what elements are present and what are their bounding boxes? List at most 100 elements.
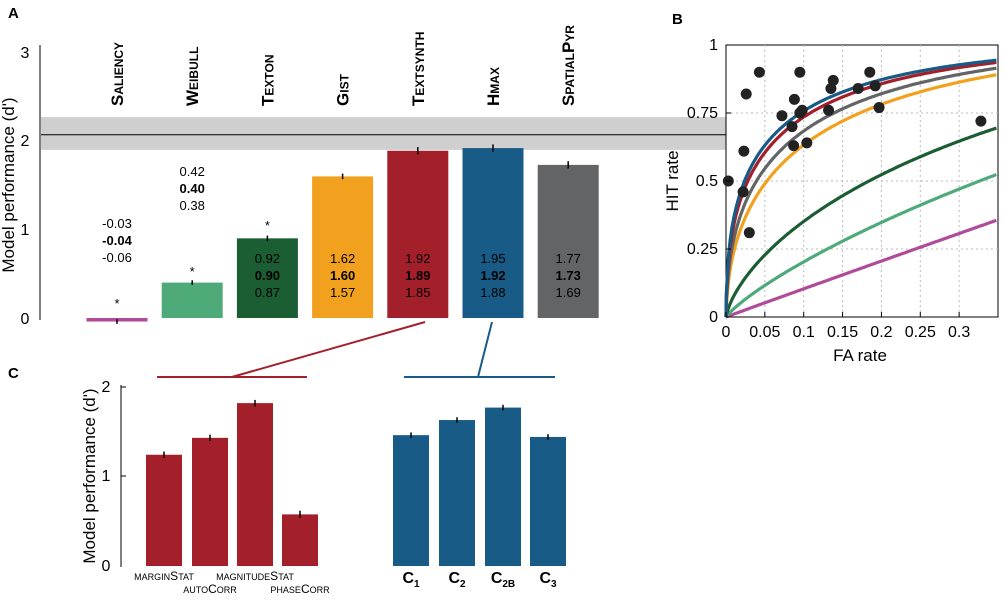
panel-a-label: A (8, 5, 19, 22)
panel-b-ytick-label: 1 (709, 37, 718, 54)
human-observer-point (796, 104, 808, 116)
human-observer-point (743, 227, 755, 239)
textsynth-connector (231, 321, 426, 378)
panel-c-bar-chart: 0 1 2 Model performance (d') MARGINSTATA… (80, 376, 566, 596)
panel-b-ytick-label: 0.25 (687, 241, 718, 258)
significance-star-texton: * (265, 218, 270, 233)
panel-b-xtick-label: 0.2 (870, 324, 892, 341)
hmax-connector (477, 321, 493, 378)
human-observer-point (975, 115, 987, 127)
annotation-mid-texton: 0.90 (255, 268, 280, 283)
annotation-above-weibull: 0.42 (180, 164, 205, 179)
roc-curve-weibull (724, 173, 997, 319)
textsynth-subbar-phasecorr (282, 514, 318, 566)
annotation-above-saliency: -0.03 (102, 216, 132, 231)
bar-texton (236, 238, 298, 318)
panel-a-ytick-1: 1 (21, 222, 30, 239)
panel-a-ytick-2: 2 (21, 133, 30, 150)
roc-curve-saliency (724, 218, 997, 319)
panel-c-ytick-1: 1 (102, 468, 111, 485)
annotation-above-spatialpyr: 1.77 (556, 251, 581, 266)
hmax-subbar-label: C1 (402, 570, 420, 590)
panel-b-xtick-label: 0.05 (749, 324, 780, 341)
panel-c-ytick-2: 2 (102, 379, 111, 396)
human-observer-point (786, 121, 798, 133)
annotation-below-texton: 0.87 (255, 285, 280, 300)
human-observer-point (801, 137, 813, 149)
human-observer-point (788, 140, 800, 152)
panel-b-xtick-label: 0.15 (827, 324, 858, 341)
model-name-texton: TEXTON (258, 54, 277, 106)
human-observer-point (873, 102, 885, 114)
panel-a-y-label: Model performance (d') (0, 97, 18, 272)
textsynth-subbar-autocorr (192, 437, 228, 566)
model-name-hmax: HMAX (484, 67, 503, 106)
roc-curve-spatialpyr (724, 66, 997, 318)
bar-gist (312, 176, 374, 318)
annotation-below-gist: 1.57 (330, 285, 355, 300)
human-observer-point (852, 83, 864, 95)
panel-c-label: C (8, 365, 19, 382)
model-name-gist: GIST (334, 73, 353, 106)
hmax-subbar-c1 (393, 435, 429, 566)
annotation-above-textsynth: 1.92 (405, 251, 430, 266)
panel-b-label: B (672, 11, 683, 28)
model-name-textsynth: TEXTSYNTH (409, 32, 428, 106)
hmax-subbar-label: C2B (491, 570, 515, 590)
annotation-mid-weibull: 0.40 (180, 181, 205, 196)
model-name-weibull: WEIBULL (183, 47, 202, 106)
human-observer-point (737, 186, 749, 198)
bar-spatialpyr (537, 164, 599, 318)
annotation-above-texton: 0.92 (255, 251, 280, 266)
annotation-below-saliency: -0.06 (102, 250, 132, 265)
hmax-subbar-label: C2 (448, 570, 466, 590)
panel-c-y-label: Model performance (d') (80, 388, 99, 563)
human-observer-point (794, 66, 806, 78)
textsynth-subbar-label: MAGNITUDESTAT (216, 569, 294, 583)
textsynth-subbar-magnitudestat (237, 403, 273, 566)
human-observer-point (788, 93, 800, 105)
human-observer-point (827, 74, 839, 86)
annotation-mid-spatialpyr: 1.73 (556, 268, 581, 283)
human-observer-point (740, 88, 752, 100)
hmax-subbar-label: C3 (539, 570, 557, 590)
panel-b-x-label: FA rate (833, 346, 887, 365)
textsynth-subbar-label: AUTOCORR (183, 582, 237, 596)
significance-star-saliency: * (114, 296, 119, 311)
textsynth-subbar-marginstat (146, 454, 182, 566)
textsynth-subbar-label: MARGINSTAT (134, 569, 194, 583)
annotation-above-hmax: 1.95 (480, 251, 505, 266)
panel-b-ytick-label: 0.75 (687, 105, 718, 122)
panel-b-ytick-label: 0 (709, 309, 718, 326)
panel-b-xtick-label: 0 (722, 324, 731, 341)
textsynth-subbar-label: PHASECORR (270, 582, 330, 596)
panel-b-xtick-label: 0.25 (905, 324, 936, 341)
panel-a-ytick-3: 3 (21, 45, 30, 62)
annotation-mid-hmax: 1.92 (480, 268, 505, 283)
model-name-saliency: SALIENCY (108, 42, 127, 106)
annotation-below-weibull: 0.38 (180, 198, 205, 213)
annotation-below-spatialpyr: 1.69 (556, 285, 581, 300)
human-observer-point (753, 66, 765, 78)
human-observer-point (864, 66, 876, 78)
roc-curve-texton (724, 126, 997, 318)
human-observer-point (776, 110, 788, 122)
annotation-below-textsynth: 1.85 (405, 285, 430, 300)
panel-b-ytick-label: 0.5 (696, 173, 718, 190)
panel-b-xtick-label: 0.1 (793, 324, 815, 341)
annotation-below-hmax: 1.88 (480, 285, 505, 300)
bar-weibull (161, 282, 223, 318)
bar-textsynth (387, 150, 449, 318)
annotation-mid-gist: 1.60 (330, 268, 355, 283)
human-observer-point (823, 104, 835, 116)
hmax-subbar-c3 (530, 436, 566, 566)
significance-star-weibull: * (190, 264, 195, 279)
panel-a-ytick-0: 0 (21, 311, 30, 328)
roc-curve-gist (724, 73, 997, 318)
panel-b-roc-chart: 0 0.05 0.1 0.15 0.2 0.25 0.3 0 0.25 0.5 0.75 1 FA r… (663, 37, 999, 365)
hmax-subbar-c2b (485, 407, 521, 566)
hmax-subbar-c2 (439, 420, 475, 566)
model-name-spatialpyr: SPATIALPYR (559, 25, 578, 106)
annotation-mid-saliency: -0.04 (102, 233, 132, 248)
